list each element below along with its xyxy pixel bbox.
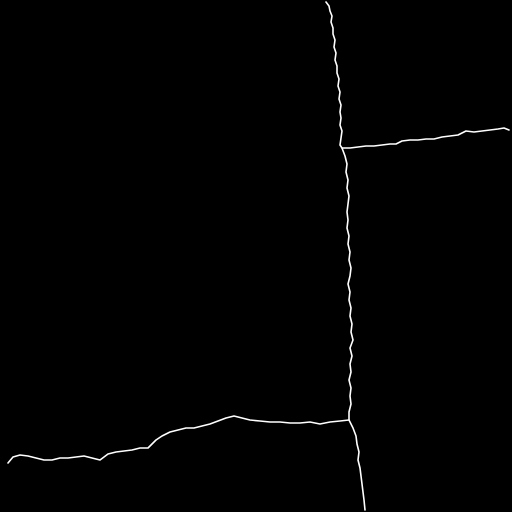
boundary-vertical-lower — [348, 419, 366, 511]
boundary-horizontal-lower-left — [7, 415, 350, 464]
boundary-horizontal-upper-right — [341, 127, 510, 149]
boundary-vertical-middle — [341, 147, 354, 421]
boundary-vertical-upper — [325, 1, 343, 149]
